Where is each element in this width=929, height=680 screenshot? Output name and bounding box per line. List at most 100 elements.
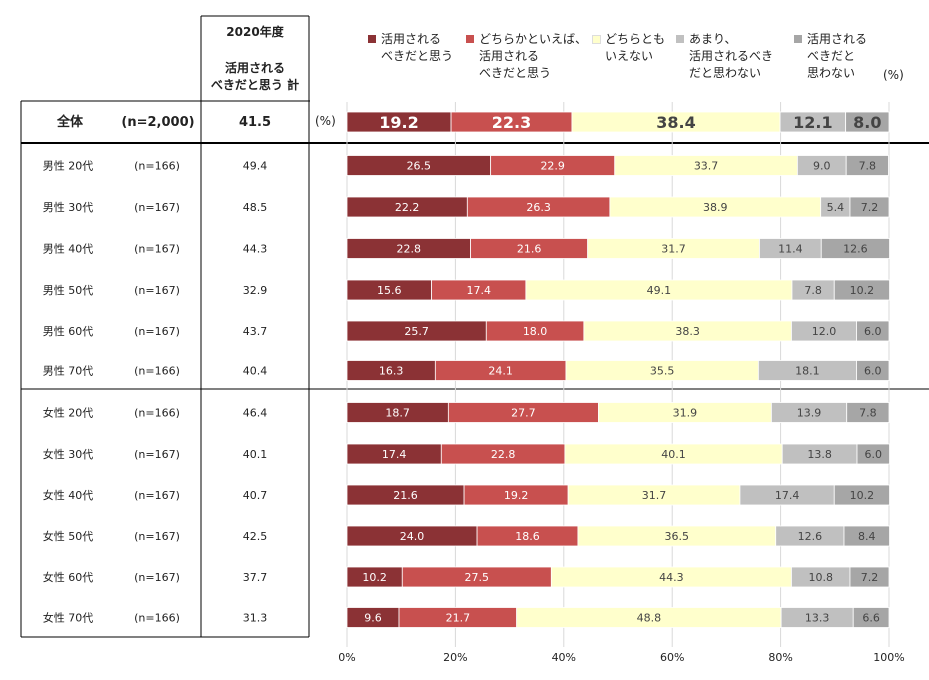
bar-data-label: 21.6 bbox=[393, 489, 418, 502]
row-label: 女性 20代 bbox=[43, 406, 94, 420]
row-label: 女性 60代 bbox=[43, 570, 94, 584]
bar-data-label: 22.8 bbox=[491, 448, 516, 461]
row-sum-value: 43.7 bbox=[243, 325, 268, 338]
row-n: (n=167) bbox=[134, 284, 180, 297]
bar-data-label: 22.2 bbox=[395, 201, 420, 214]
legend-swatch-2 bbox=[466, 35, 474, 43]
bar-segment bbox=[833, 484, 890, 506]
row-sum-value: 40.4 bbox=[243, 365, 268, 378]
row-n: (n=167) bbox=[134, 489, 180, 502]
bar-data-label: 25.7 bbox=[404, 325, 429, 338]
bar-data-label: 16.3 bbox=[379, 365, 404, 378]
legend-label-1: 活用される べきだと思う bbox=[381, 32, 454, 63]
bar-data-label: 6.0 bbox=[864, 325, 882, 338]
row-sum-value: 46.4 bbox=[243, 407, 268, 420]
bar-data-label: 31.7 bbox=[642, 489, 667, 502]
row-n: (n=167) bbox=[134, 325, 180, 338]
legend-label-4: あまり、 活用されるべき だと思わない bbox=[689, 32, 774, 80]
bar-data-label: 6.6 bbox=[862, 612, 880, 625]
row-label: 男性 70代 bbox=[43, 364, 94, 378]
row-sum-value: 49.4 bbox=[243, 160, 268, 173]
bar-data-label: 7.8 bbox=[859, 407, 877, 420]
bar-data-label: 48.8 bbox=[637, 612, 662, 625]
bar-data-label: 44.3 bbox=[659, 571, 684, 584]
bar-segment bbox=[833, 279, 890, 301]
bar-data-label: 19.2 bbox=[504, 489, 529, 502]
bar-data-label: 18.0 bbox=[523, 325, 548, 338]
row-sum-value: 40.1 bbox=[243, 448, 268, 461]
row-n: (n=167) bbox=[134, 571, 180, 584]
year-header: 2020年度 bbox=[226, 25, 284, 39]
bar-data-label: 21.7 bbox=[446, 612, 471, 625]
bar-segment bbox=[856, 320, 890, 342]
bar-data-label: 5.4 bbox=[827, 201, 845, 214]
bar-data-label: 31.7 bbox=[661, 243, 686, 256]
bar-data-label: 21.6 bbox=[517, 243, 542, 256]
row-sum-value: 31.3 bbox=[243, 612, 268, 625]
bar-data-label: 12.1 bbox=[793, 113, 832, 132]
bar-data-label: 24.0 bbox=[400, 530, 425, 543]
bar-data-label: 12.0 bbox=[812, 325, 837, 338]
bar-data-label: 27.7 bbox=[511, 407, 536, 420]
row-label: 女性 40代 bbox=[43, 488, 94, 502]
x-tick-label: 20% bbox=[443, 651, 467, 664]
percent-unit-top: (%) bbox=[883, 68, 904, 82]
bar-data-label: 38.9 bbox=[703, 201, 728, 214]
bar-data-label: 49.1 bbox=[647, 284, 672, 297]
bar-segment bbox=[845, 111, 890, 133]
bar-data-label: 22.8 bbox=[397, 243, 422, 256]
row-sum-value: 40.7 bbox=[243, 489, 268, 502]
percent-unit-total-row: (%) bbox=[315, 114, 336, 128]
legend-label-3: どちらとも いえない bbox=[605, 32, 666, 63]
bar-data-label: 9.6 bbox=[364, 612, 382, 625]
bar-segment bbox=[849, 196, 890, 218]
row-sum-value: 42.5 bbox=[243, 530, 268, 543]
bar-segment bbox=[820, 238, 890, 259]
bar-data-label: 10.2 bbox=[850, 489, 875, 502]
row-label: 女性 30代 bbox=[43, 447, 94, 461]
row-sum-value: 41.5 bbox=[239, 115, 271, 130]
bar-data-label: 18.7 bbox=[385, 407, 410, 420]
bar-data-label: 24.1 bbox=[488, 365, 513, 378]
bar-segment bbox=[856, 443, 890, 465]
bar-data-label: 8.4 bbox=[858, 530, 876, 543]
bar-data-label: 13.3 bbox=[805, 612, 830, 625]
bar-data-label: 22.9 bbox=[540, 160, 565, 173]
bar-data-label: 12.6 bbox=[798, 530, 823, 543]
bar-data-label: 13.9 bbox=[797, 407, 822, 420]
row-label: 女性 50代 bbox=[43, 529, 94, 543]
row-n: (n=2,000) bbox=[121, 115, 194, 130]
bar-data-label: 7.8 bbox=[804, 284, 822, 297]
legend-label-5: 活用される べきだと 思わない bbox=[807, 32, 868, 80]
bar-data-label: 22.3 bbox=[492, 113, 531, 132]
row-n: (n=167) bbox=[134, 448, 180, 461]
bar-data-label: 13.8 bbox=[807, 448, 832, 461]
bar-segment bbox=[849, 566, 890, 588]
row-n: (n=167) bbox=[134, 530, 180, 543]
row-label: 男性 20代 bbox=[43, 159, 94, 173]
bar-segment bbox=[852, 607, 890, 628]
bar-data-label: 10.8 bbox=[808, 571, 833, 584]
row-n: (n=167) bbox=[134, 243, 180, 256]
bar-data-label: 19.2 bbox=[379, 113, 418, 132]
bar-data-label: 17.4 bbox=[466, 284, 491, 297]
legend-swatch-4 bbox=[676, 35, 684, 43]
bar-segment bbox=[845, 155, 889, 176]
legend-label-2: どちらかといえば、 活用される べきだと思う bbox=[479, 32, 588, 80]
bar-data-label: 7.2 bbox=[861, 201, 879, 214]
legend-swatch-5 bbox=[794, 35, 802, 43]
bar-data-label: 26.3 bbox=[526, 201, 551, 214]
sum-column-header: 活用される べきだと思う 計 bbox=[210, 61, 300, 92]
bar-data-label: 12.6 bbox=[843, 243, 868, 256]
bar-data-label: 7.8 bbox=[859, 160, 877, 173]
bar-data-label: 10.2 bbox=[362, 571, 387, 584]
x-tick-label: 60% bbox=[660, 651, 684, 664]
bar-data-label: 6.0 bbox=[864, 365, 882, 378]
row-n: (n=167) bbox=[134, 201, 180, 214]
row-label: 全体 bbox=[56, 114, 84, 130]
row-n: (n=166) bbox=[134, 365, 180, 378]
row-label: 女性 70代 bbox=[43, 611, 94, 625]
x-tick-label: 0% bbox=[338, 651, 355, 664]
bar-segment bbox=[846, 402, 890, 423]
bar-data-label: 17.4 bbox=[775, 489, 800, 502]
